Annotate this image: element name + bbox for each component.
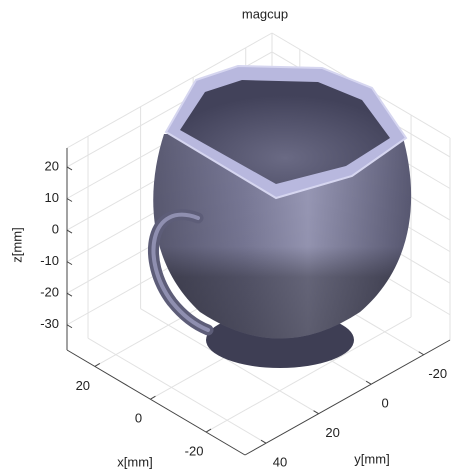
z-tick-label: -20	[40, 285, 59, 300]
y-tick-label: 20	[325, 425, 339, 440]
chart: magcup z[mm] x[mm] y[mm] 20 10 0 -10 -20 -30 2…	[0, 0, 460, 472]
x-tick-label: 20	[76, 378, 90, 393]
z-tick	[67, 199, 72, 202]
x-tick	[95, 363, 100, 366]
z-tick	[67, 230, 72, 233]
y-tick-label: 0	[382, 396, 389, 411]
chart-title: magcup	[242, 6, 288, 21]
x-tick	[150, 396, 155, 399]
x-tick-label: 0	[135, 411, 142, 426]
z-tick	[67, 325, 72, 328]
y-tick-label: -20	[428, 366, 447, 381]
x-tick	[206, 429, 211, 432]
z-tick	[67, 167, 72, 170]
y-tick	[419, 352, 424, 355]
x-axis-line	[67, 350, 245, 455]
z-tick-label: 0	[52, 222, 59, 237]
z-tick-label: -10	[40, 253, 59, 268]
x-tick-label: -20	[185, 443, 204, 458]
cup-surface	[153, 66, 411, 368]
z-tick	[67, 293, 72, 296]
z-tick	[67, 262, 72, 265]
y-tick	[366, 381, 371, 384]
z-tick-label: 20	[45, 158, 59, 173]
z-tick-label: -30	[40, 316, 59, 331]
y-tick	[261, 440, 266, 443]
z-axis-label: z[mm]	[9, 227, 24, 262]
y-axis-label: y[mm]	[354, 451, 389, 466]
y-tick	[314, 411, 319, 414]
x-axis-label: x[mm]	[117, 454, 152, 469]
y-tick-label: 40	[273, 455, 287, 470]
z-tick-label: 10	[45, 190, 59, 205]
